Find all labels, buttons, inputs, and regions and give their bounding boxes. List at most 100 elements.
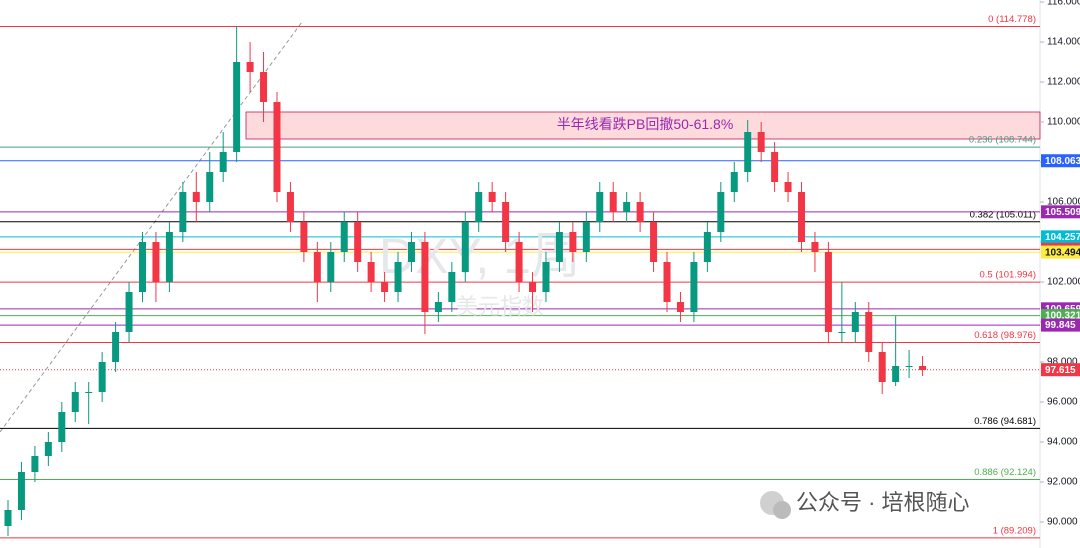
candle-body bbox=[851, 312, 859, 332]
candle-body bbox=[4, 510, 12, 526]
candle-body bbox=[58, 412, 66, 442]
candle-body bbox=[623, 202, 631, 212]
candle-body bbox=[246, 62, 254, 72]
candle-body bbox=[381, 282, 389, 292]
y-tick-label: 116.000 bbox=[1047, 0, 1080, 8]
candle-body bbox=[919, 366, 927, 370]
candle-body bbox=[488, 192, 496, 202]
fib-label: 0.236 (108.744) bbox=[969, 135, 1036, 146]
price-tag-label: 97.615 bbox=[1045, 365, 1076, 376]
candle-body bbox=[542, 262, 550, 292]
fib-label: 0 (114.778) bbox=[988, 14, 1036, 25]
candle-body bbox=[582, 222, 590, 252]
candle-body bbox=[515, 242, 523, 282]
candle-body bbox=[421, 242, 429, 312]
candle-body bbox=[771, 152, 779, 182]
price-tag bbox=[1041, 318, 1080, 332]
y-tick-label: 112.000 bbox=[1047, 77, 1080, 88]
candle-body bbox=[165, 232, 173, 282]
price-tag-label: 100.321 bbox=[1045, 311, 1080, 322]
y-tick-label: 106.000 bbox=[1047, 197, 1080, 208]
candle-body bbox=[636, 202, 644, 222]
candle-body bbox=[44, 442, 52, 456]
candle-body bbox=[475, 192, 483, 222]
trend-line bbox=[0, 21, 303, 433]
y-tick-label: 102.000 bbox=[1047, 277, 1080, 288]
candle-body bbox=[744, 132, 752, 172]
price-tag bbox=[1041, 205, 1080, 219]
price-tag-label: 105.509 bbox=[1045, 207, 1080, 218]
candles-layer bbox=[4, 26, 927, 536]
candle-body bbox=[703, 232, 711, 262]
candle-body bbox=[757, 132, 765, 152]
candle-body bbox=[730, 172, 738, 192]
candle-body bbox=[650, 222, 658, 262]
price-tag bbox=[1041, 363, 1080, 377]
zone-text: 半年线看跌PB回撤50-61.8% bbox=[557, 116, 734, 132]
candle-body bbox=[138, 242, 146, 292]
zone-box bbox=[245, 111, 1041, 140]
y-tick-label: 110.000 bbox=[1047, 117, 1080, 128]
y-tick-label: 114.000 bbox=[1047, 37, 1080, 48]
price-tag bbox=[1041, 154, 1080, 168]
candle-body bbox=[676, 302, 684, 312]
candle-body bbox=[394, 262, 402, 292]
candle-body bbox=[434, 302, 442, 312]
candle-body bbox=[609, 192, 617, 212]
fib-label: 0.382 (105.011) bbox=[970, 209, 1036, 220]
price-tag-label: 99.845 bbox=[1045, 320, 1076, 331]
candle-body bbox=[354, 222, 362, 262]
fib-label: 0.618 (98.976) bbox=[974, 330, 1036, 341]
candle-body bbox=[663, 262, 671, 302]
candle-body bbox=[367, 262, 375, 282]
footer-watermark-text: 公众号 · 培根随心 bbox=[796, 490, 970, 515]
candle-body bbox=[192, 192, 200, 202]
candle-body bbox=[878, 352, 886, 382]
candle-body bbox=[219, 152, 227, 172]
watermark-subtitle: 美元指数 bbox=[456, 294, 544, 319]
candle-body bbox=[892, 366, 900, 382]
fib-label: 1 (89.209) bbox=[993, 525, 1036, 536]
y-tick-label: 98.000 bbox=[1047, 357, 1078, 368]
candle-body bbox=[125, 292, 133, 332]
price-tag-label: 108.063 bbox=[1045, 156, 1080, 167]
candle-body bbox=[717, 192, 725, 232]
axis-layer: 90.00092.00094.00096.00098.000100.000102… bbox=[1040, 0, 1080, 528]
candle-body bbox=[811, 242, 819, 252]
candle-body bbox=[71, 392, 79, 412]
candle-body bbox=[824, 252, 832, 332]
candle-body bbox=[17, 472, 25, 510]
candle-body bbox=[98, 362, 106, 392]
candle-body bbox=[596, 192, 604, 222]
candle-body bbox=[838, 332, 846, 333]
candle-body bbox=[85, 392, 93, 393]
candle-body bbox=[448, 272, 456, 302]
candle-body bbox=[798, 192, 806, 242]
candle-body bbox=[340, 222, 348, 252]
candle-body bbox=[152, 242, 160, 282]
price-tag bbox=[1041, 230, 1080, 244]
candle-body bbox=[502, 202, 510, 242]
candle-body bbox=[690, 262, 698, 312]
fib-label: 0.786 (94.681) bbox=[974, 416, 1036, 427]
candle-body bbox=[313, 252, 321, 282]
candle-body bbox=[233, 62, 241, 152]
candle-body bbox=[260, 72, 268, 102]
candle-body bbox=[784, 182, 792, 192]
candle-body bbox=[112, 332, 120, 362]
price-tag bbox=[1041, 245, 1080, 259]
price-tag-label: 104.257 bbox=[1045, 232, 1080, 243]
candle-body bbox=[206, 172, 214, 202]
candle-body bbox=[179, 192, 187, 232]
candle-body bbox=[555, 232, 563, 262]
footer-watermark: 公众号 · 培根随心 bbox=[760, 490, 970, 519]
candle-body bbox=[905, 366, 913, 367]
fib-label: 0.5 (101.994) bbox=[979, 270, 1036, 281]
fib-label: 0.886 (92.124) bbox=[974, 467, 1036, 478]
y-tick-label: 90.000 bbox=[1047, 517, 1078, 528]
candle-body bbox=[407, 242, 415, 262]
candle-body bbox=[273, 102, 281, 192]
